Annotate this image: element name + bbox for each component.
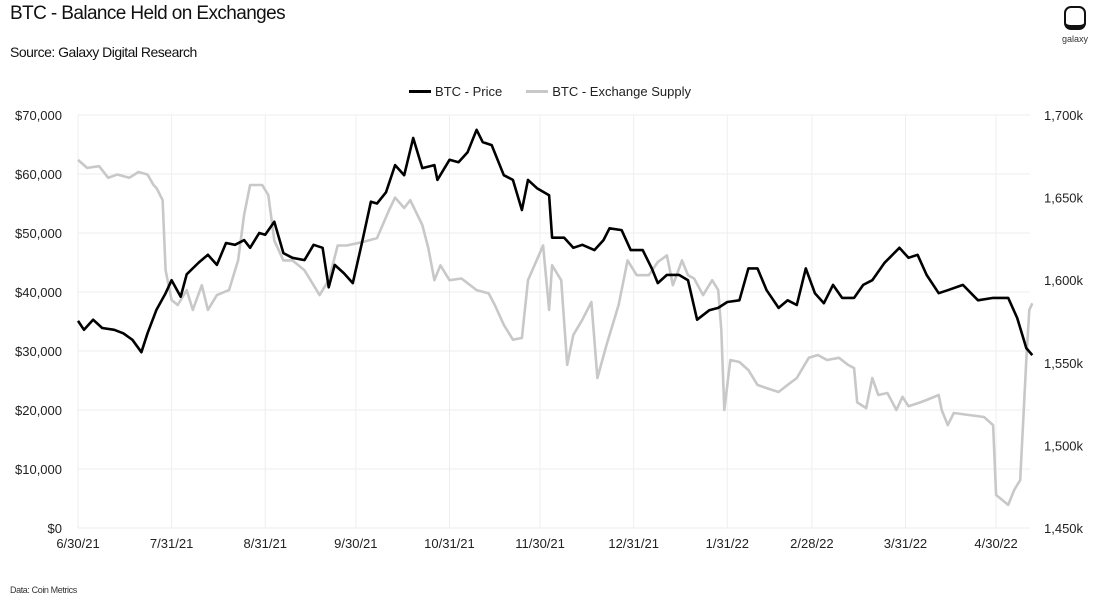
x-tick-label: 8/31/21 (244, 536, 287, 551)
galaxy-logo-icon (1064, 6, 1086, 30)
x-tick-label: 7/31/21 (150, 536, 193, 551)
y-right-tick-label: 1,700k (1044, 108, 1084, 123)
legend-label-price: BTC - Price (435, 84, 503, 99)
x-tick-label: 11/30/21 (515, 536, 565, 551)
logo-text: galaxy (1061, 34, 1088, 44)
y-left-tick-label: $20,000 (15, 403, 62, 418)
x-tick-label: 2/28/22 (790, 536, 833, 551)
y-left-tick-label: $10,000 (15, 462, 62, 477)
legend-swatch-supply (526, 90, 549, 93)
y-left-tick-label: $30,000 (15, 344, 62, 359)
legend-swatch-price (409, 90, 432, 93)
y-right-tick-label: 1,500k (1044, 438, 1084, 453)
y-left-tick-label: $0 (48, 521, 62, 536)
chart-title: BTC - Balance Held on Exchanges (10, 3, 286, 24)
y-left-tick-label: $40,000 (15, 285, 62, 300)
x-tick-label: 3/31/22 (884, 536, 927, 551)
y-right-tick-label: 1,600k (1044, 273, 1084, 288)
legend: BTC - Price BTC - Exchange Supply (0, 84, 1100, 99)
x-tick-label: 1/31/22 (706, 536, 749, 551)
y-right-tick-label: 1,550k (1044, 356, 1084, 371)
legend-item-price: BTC - Price (409, 84, 502, 99)
chart-source: Source: Galaxy Digital Research (10, 44, 197, 60)
galaxy-logo: galaxy (1058, 6, 1092, 44)
x-tick-label: 10/31/21 (424, 536, 475, 551)
y-right-tick-label: 1,450k (1044, 521, 1084, 536)
y-right-tick-label: 1,650k (1044, 191, 1084, 206)
price-line (76, 128, 1034, 356)
legend-label-supply: BTC - Exchange Supply (552, 84, 691, 99)
x-tick-label: 9/30/21 (334, 536, 377, 551)
x-tick-label: 12/31/21 (608, 536, 659, 551)
legend-item-supply: BTC - Exchange Supply (526, 84, 691, 99)
y-left-tick-label: $50,000 (15, 226, 62, 241)
supply-line (77, 158, 1034, 507)
y-left-tick-label: $70,000 (15, 108, 62, 123)
x-tick-label: 4/30/22 (974, 536, 1017, 551)
data-source-note: Data: Coin Metrics (10, 585, 77, 595)
x-tick-label: 6/30/21 (56, 536, 99, 551)
y-left-tick-label: $60,000 (15, 167, 62, 182)
